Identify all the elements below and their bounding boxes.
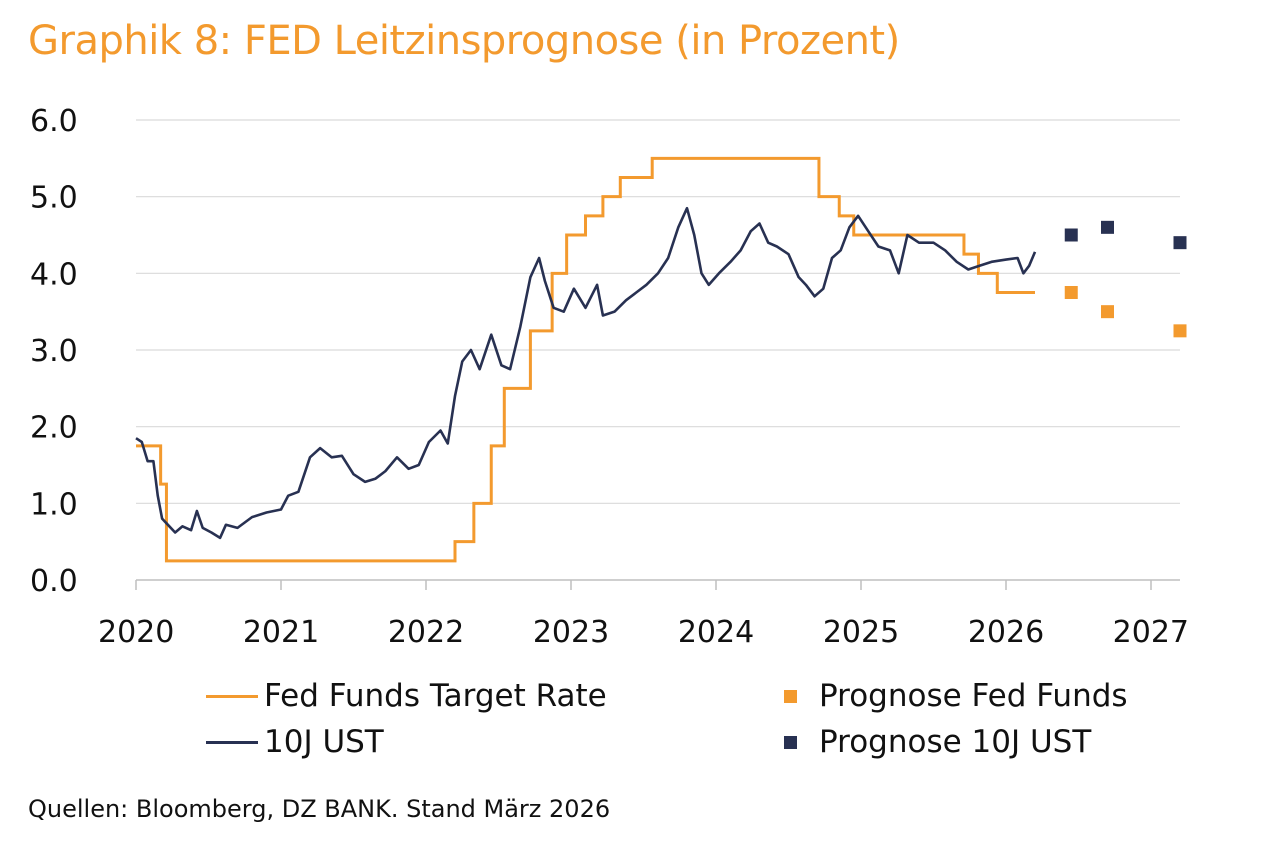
y-tick-labels: 0.0 1.0 2.0 3.0 4.0 5.0 6.0 [30, 104, 78, 599]
chart-area: 0.01.02.03.04.05.06.0 2020 2021 2022 2023 20… [30, 104, 1189, 650]
legend-label-10j-ust: 10J UST [264, 724, 384, 760]
legend-swatch-10j-ust [206, 740, 258, 744]
legend-item-10j-ust: 10J UST [206, 724, 384, 760]
x-tick-label-2: 2022 [388, 615, 464, 650]
legend-swatch-prognose-10j-ust [784, 735, 797, 749]
y-tick-label-6: 6.0 [30, 104, 78, 139]
source-note: Quellen: Bloomberg, DZ BANK. Stand März … [28, 795, 611, 823]
x-tick-label-6: 2026 [968, 615, 1044, 650]
legend-label-prognose-10j-ust: Prognose 10J UST [819, 724, 1092, 760]
grid-lines [136, 119, 1180, 504]
series-2-marker-1 [1101, 305, 1114, 319]
legend-item-prognose-10j-ust: Prognose 10J UST [784, 724, 1091, 760]
x-tick-label-0: 2020 [98, 615, 174, 650]
series-2-marker-0 [1064, 286, 1078, 299]
series-2-marker-2 [1173, 324, 1187, 338]
legend-label-prognose-fed-funds: Prognose Fed Funds [819, 678, 1128, 714]
x-tick-label-1: 2021 [243, 615, 319, 650]
series-line-10j-ust [135, 206, 1037, 540]
y-tick-label-3: 3.0 [30, 334, 78, 369]
legend-item-prognose-fed-funds: Prognose Fed Funds [784, 678, 1128, 714]
x-tick-labels: 2020 2021 2022 2023 2024 2025 2026 2027 [98, 615, 1189, 650]
legend-label-fed-funds: Fed Funds Target Rate [264, 678, 607, 714]
chart-title: Graphik 8: FED Leitzinsprognose (in Proz… [28, 18, 900, 64]
series-3-marker-1 [1101, 220, 1114, 234]
x-tick-label-3: 2023 [533, 615, 609, 650]
series-3-marker-2 [1173, 236, 1187, 250]
legend-item-fed-funds: Fed Funds Target Rate [206, 678, 607, 714]
series-3-marker-0 [1064, 228, 1078, 242]
y-tick-label-1: 1.0 [30, 487, 78, 522]
y-tick-label-2: 2.0 [30, 411, 78, 446]
y-tick-label-5: 5.0 [30, 181, 78, 216]
axes [135, 579, 1180, 590]
x-tick-label-4: 2024 [678, 615, 754, 650]
legend-swatch-prognose-fed-funds [784, 689, 797, 703]
x-tick-label-7: 2027 [1113, 615, 1189, 650]
y-tick-label-4: 4.0 [30, 257, 78, 292]
series-line-fed-funds-target-rate [136, 156, 1035, 563]
x-tick-label-5: 2025 [823, 615, 899, 650]
legend-swatch-fed-funds [206, 694, 258, 698]
y-tick-label-0: 0.0 [30, 564, 78, 599]
series-layer [135, 156, 1187, 563]
